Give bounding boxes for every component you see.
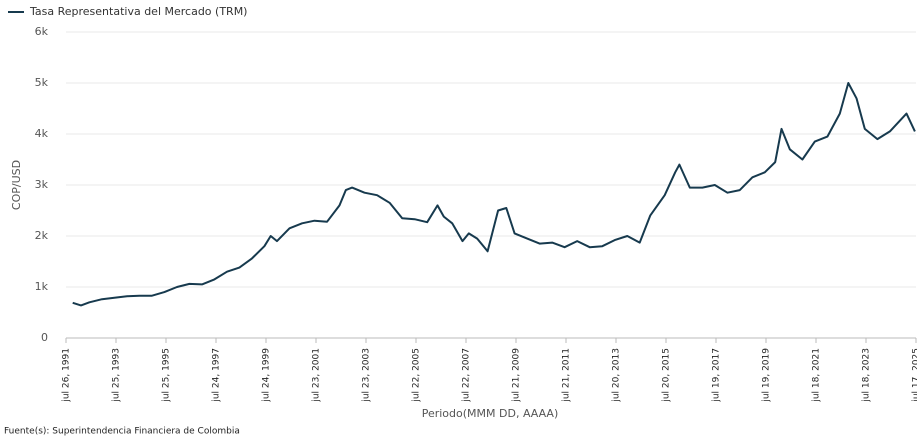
y-tick-label: 5k (35, 76, 49, 89)
y-tick-label: 2k (35, 229, 49, 242)
legend-label: Tasa Representativa del Mercado (TRM) (29, 5, 247, 18)
y-tick-label: 1k (35, 280, 49, 293)
source: Fuente(s): Superintendencia Financiera d… (4, 427, 240, 436)
x-tick-label: jul 25, 1993 (112, 348, 122, 403)
y-tick-label: 3k (35, 178, 49, 191)
x-tick-label: jul 26, 1991 (62, 348, 72, 403)
series-line (72, 82, 916, 307)
y-tick-label: 0 (41, 331, 48, 344)
x-tick-label: jul 20, 2013 (612, 348, 622, 403)
x-tick-label: jul 18, 2021 (812, 348, 822, 403)
y-tick-label: 4k (35, 127, 49, 140)
x-tick-label: jul 24, 1999 (262, 348, 272, 403)
x-tick-label: jul 21, 2011 (562, 348, 572, 403)
x-tick-label: jul 22, 2005 (412, 348, 422, 403)
x-tick-label: jul 21, 2009 (512, 348, 522, 403)
x-tick-label: jul 22, 2007 (462, 348, 472, 403)
x-tick-label: jul 25, 1995 (162, 348, 172, 403)
x-tick-label: jul 23, 2003 (362, 348, 372, 403)
x-tick-label: jul 24, 1997 (212, 348, 222, 403)
y-axis-title: COP/USD (10, 160, 23, 210)
x-tick-label: jul 18, 2023 (862, 348, 872, 403)
x-axis-title: Periodo(MMM DD, AAAA) (422, 407, 559, 420)
y-tick-label: 6k (35, 25, 49, 38)
x-tick-label: jul 23, 2001 (312, 348, 322, 403)
x-tick-label: jul 20, 2015 (662, 348, 672, 403)
x-tick-label: jul 19, 2017 (712, 348, 722, 403)
x-tick-label: jul 19, 2019 (762, 348, 772, 403)
x-tick-label: jul 17, 2025 (912, 348, 917, 403)
